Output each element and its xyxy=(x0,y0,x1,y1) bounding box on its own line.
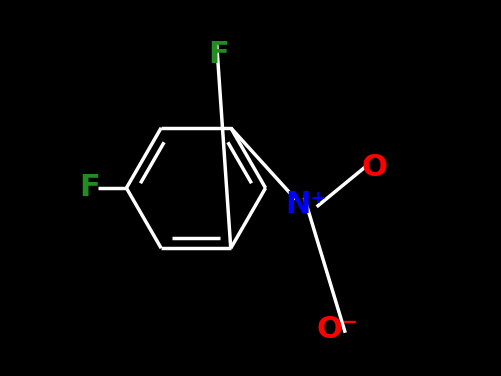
Text: O⁻: O⁻ xyxy=(316,314,358,344)
Text: O: O xyxy=(362,153,387,182)
Text: F: F xyxy=(208,40,229,69)
Text: N⁺: N⁺ xyxy=(286,190,327,220)
Text: F: F xyxy=(79,173,100,203)
